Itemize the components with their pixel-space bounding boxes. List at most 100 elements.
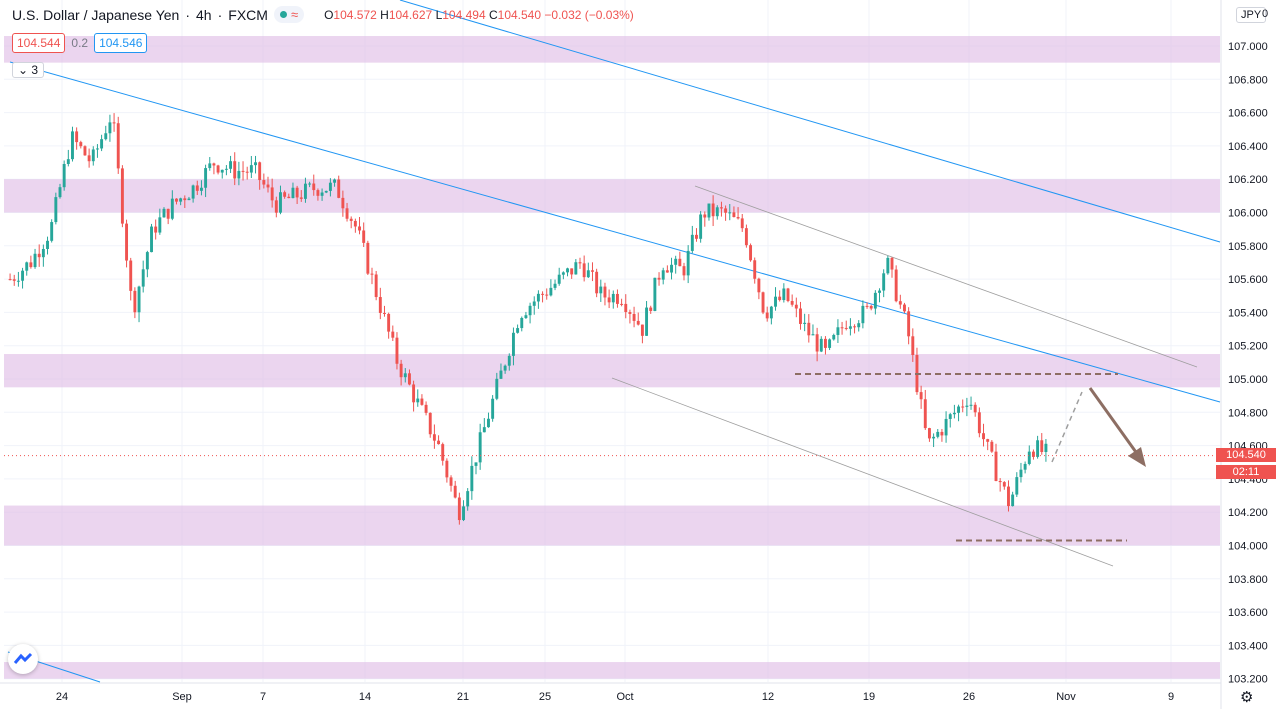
market-status-pill[interactable]: ≈ <box>273 6 305 23</box>
candle-body <box>308 183 312 185</box>
candle <box>649 305 653 314</box>
candle <box>370 267 374 285</box>
sell-price[interactable]: 104.544 <box>12 33 66 53</box>
candle <box>1011 491 1015 507</box>
candle <box>507 353 511 371</box>
candle <box>511 327 515 366</box>
candle-body <box>328 182 332 191</box>
candle-body <box>1023 463 1027 470</box>
candle-body <box>853 326 857 328</box>
candle <box>12 274 16 286</box>
candle <box>678 251 682 267</box>
candle-body <box>952 412 956 415</box>
y-tick-label: 106.600 <box>1228 108 1268 120</box>
y-tick-label: 106.800 <box>1228 74 1268 86</box>
candle-body <box>998 480 1002 483</box>
candle <box>682 262 686 281</box>
candle-body <box>441 444 445 461</box>
candle <box>499 363 503 379</box>
currency-badge[interactable]: JPY <box>1236 7 1267 23</box>
candle <box>749 243 753 262</box>
candle-body <box>898 301 902 305</box>
candle-body <box>973 404 977 413</box>
candle-body <box>661 270 665 280</box>
candle-body <box>645 307 649 336</box>
candle <box>95 144 99 158</box>
candle-body <box>299 197 303 199</box>
candle-body <box>112 122 116 124</box>
last-price-label: 104.540 <box>1216 447 1276 462</box>
chevron-down-icon: ⌄ <box>18 63 29 77</box>
candle-body <box>341 197 345 209</box>
source-label: FXCM <box>228 6 268 23</box>
candle-body <box>129 260 133 291</box>
candle-body <box>145 252 149 270</box>
candle <box>699 211 703 243</box>
candle <box>274 196 278 218</box>
x-tick-label: 25 <box>539 691 551 703</box>
candle-body <box>811 334 815 336</box>
indicator-count: 3 <box>31 63 39 77</box>
candle <box>245 166 249 180</box>
candle-body <box>1040 440 1044 452</box>
x-tick-label: Nov <box>1056 691 1076 703</box>
candle-body <box>399 363 403 378</box>
gear-icon[interactable]: ⚙ <box>1240 689 1254 706</box>
candle <box>125 219 129 268</box>
symbol-title[interactable]: U.S. Dollar / Japanese Yen <box>12 6 180 23</box>
candle <box>283 190 287 199</box>
candle-body <box>657 277 661 280</box>
interval-label[interactable]: 4h <box>196 6 212 23</box>
candle <box>46 236 49 255</box>
candle <box>341 190 345 217</box>
arrow-head <box>1128 447 1146 467</box>
candle <box>104 125 108 141</box>
candle <box>175 198 178 205</box>
candle <box>628 309 632 324</box>
candle-body <box>457 497 461 521</box>
candle-body <box>125 223 129 261</box>
indicators-toggle[interactable]: ⌄ 3 <box>12 62 45 78</box>
candle <box>158 208 162 235</box>
candle-body <box>212 163 216 166</box>
candle-body <box>566 268 569 273</box>
candle-body <box>416 398 420 403</box>
candle-body <box>199 187 203 191</box>
candle <box>216 164 220 175</box>
tradingview-logo[interactable] <box>8 644 38 674</box>
candle <box>903 302 906 314</box>
candle <box>819 336 823 353</box>
candle-body <box>1015 477 1019 495</box>
candle <box>803 313 807 332</box>
candle <box>840 321 844 335</box>
candle-body <box>162 208 166 218</box>
candle <box>21 267 25 289</box>
candle-body <box>320 192 324 196</box>
candle <box>932 433 936 448</box>
candle <box>249 155 253 179</box>
candle-body <box>46 240 49 249</box>
candle <box>374 270 378 301</box>
candle-body <box>728 212 732 214</box>
candle-body <box>387 313 391 332</box>
candle-body <box>640 324 644 336</box>
candle-body <box>120 168 124 224</box>
candle <box>524 311 528 320</box>
candle-body <box>744 228 748 246</box>
candle-body <box>865 305 869 307</box>
candle-body <box>1019 469 1023 478</box>
buy-price[interactable]: 104.546 <box>94 33 148 53</box>
candle-body <box>836 327 840 335</box>
candle-body <box>104 133 108 140</box>
candle-body <box>882 273 886 291</box>
candle <box>41 244 45 267</box>
candle-body <box>316 190 320 196</box>
candle <box>582 255 586 282</box>
candle-body <box>653 277 657 311</box>
trend-lines <box>7 0 1221 683</box>
candle <box>412 380 416 412</box>
candle <box>765 306 769 322</box>
candle-body <box>624 303 628 313</box>
candle <box>894 265 898 303</box>
